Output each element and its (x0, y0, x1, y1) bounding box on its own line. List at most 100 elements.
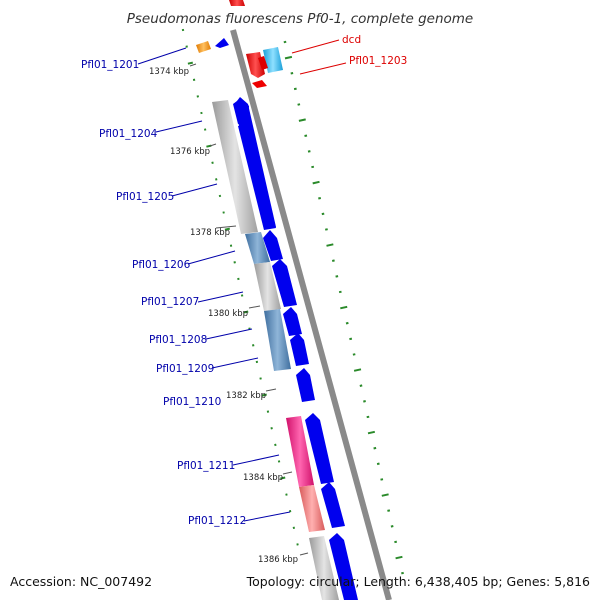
gc-skew-dash (243, 310, 249, 314)
connector-1207 (197, 291, 244, 303)
position-label-1382: 1382 kbp (226, 391, 266, 401)
gc-skew-dash (312, 180, 320, 185)
feature-track (196, 41, 339, 600)
feature-band-1207 (254, 262, 281, 311)
gc-skew-dash (338, 290, 342, 294)
gene-arrow-next (329, 533, 358, 600)
tick-1386 (299, 552, 309, 556)
gene-arrow-1201 (215, 38, 229, 48)
gene-label-pfl01-1209: Pfl01_1209 (156, 363, 214, 375)
genome-summary: Topology: circular; Length: 6,438,405 bp… (246, 574, 590, 589)
feature-band-1206 (245, 232, 270, 264)
position-label-1378: 1378 kbp (190, 228, 230, 238)
feature-band-next (309, 536, 339, 600)
position-label-1374: 1374 kbp (149, 67, 189, 77)
feature-band-1201 (196, 41, 211, 53)
position-label-1386: 1386 kbp (258, 555, 298, 565)
tick-1382 (265, 388, 277, 392)
gc-skew-dash (380, 478, 384, 481)
gene-label-pfl01-1206: Pfl01_1206 (132, 259, 191, 271)
gene-arrows (215, 38, 358, 600)
gc-skew-dash (290, 72, 294, 75)
connector-1211 (232, 454, 280, 466)
gc-skew-dash (307, 150, 311, 153)
feature-band-1211 (286, 416, 314, 487)
gc-skew-dash (283, 40, 287, 44)
gene-arrow-1207 (272, 259, 297, 307)
gc-skew-dash (284, 55, 293, 60)
label-connectors (137, 39, 347, 522)
gene-label-pfl01-1212: Pfl01_1212 (188, 515, 246, 527)
connector-dcd (291, 39, 340, 54)
tick-1374 (189, 63, 197, 67)
feature-band-1208-1209 (264, 309, 291, 371)
gc-skew-dash (387, 509, 391, 512)
gene-arrow-1212 (321, 482, 345, 528)
connector-1209 (211, 357, 259, 369)
connector-1205 (171, 183, 218, 197)
tick-1376 (209, 143, 217, 147)
gene-label-pfl01-1211: Pfl01_1211 (177, 460, 235, 472)
gc-skew-dash (394, 540, 398, 544)
connector-1208 (205, 328, 253, 340)
gene-label-pfl01-1203: Pfl01_1203 (349, 55, 407, 67)
gc-skew-dash (298, 118, 306, 122)
gc-skew-dash (218, 194, 222, 198)
gc-skew-dash (331, 259, 335, 262)
gene-arrow-1206 (263, 230, 283, 261)
gene-arrow-1209 (290, 333, 309, 366)
gc-skew-dash (203, 128, 207, 131)
rna-small (252, 80, 267, 88)
gc-skew-dash (274, 443, 277, 447)
connector-1201 (137, 47, 187, 65)
gc-skew-track (181, 28, 404, 575)
gc-skew-dash (326, 243, 334, 247)
gc-skew-dash (363, 400, 366, 403)
gc-skew-dash (381, 493, 389, 497)
gc-skew-dash (340, 305, 348, 310)
gc-skew-dash (318, 197, 321, 200)
genome-backbone (230, 29, 392, 600)
gene-label-pfl01-1205: Pfl01_1205 (116, 191, 174, 203)
gene-arrow-1208 (283, 307, 302, 336)
gc-skew-dash (266, 410, 270, 413)
gc-skew-dash (297, 103, 301, 106)
gc-skew-dash (215, 178, 218, 181)
gc-skew-dash (352, 353, 356, 356)
position-label-1380: 1380 kbp (208, 309, 248, 319)
gene-label-pfl01-1210: Pfl01_1210 (163, 396, 221, 408)
tick-1384 (282, 471, 293, 475)
gc-skew-dash (390, 525, 394, 528)
gc-skew-dash (367, 430, 376, 435)
gc-skew-dash (224, 227, 231, 231)
gc-skew-dash (345, 321, 349, 325)
position-label-1384: 1384 kbp (243, 473, 283, 483)
gc-skew-dash (335, 275, 339, 278)
tick-1380 (248, 305, 261, 309)
gene-labels: Pfl01_1201 dcd Pfl01_1203 Pfl01_1204 Pfl… (81, 34, 407, 527)
gc-skew-dash (373, 446, 377, 450)
gc-skew-dash (277, 460, 281, 463)
feature-band-1212 (299, 485, 325, 532)
position-label-1376: 1376 kbp (170, 147, 210, 157)
gene-label-dcd: dcd (342, 34, 361, 46)
gene-arrow-1205 (238, 123, 276, 230)
gc-skew-dash (293, 87, 297, 91)
gene-label-pfl01-1201: Pfl01_1201 (81, 59, 139, 71)
gc-skew-dash (325, 228, 328, 231)
gc-skew-dash (321, 212, 325, 216)
connector-1206 (187, 250, 236, 265)
connector-1204 (155, 120, 203, 133)
gene-arrow-1211 (305, 413, 334, 484)
rna-1203 (263, 47, 283, 73)
connector-1203 (299, 62, 347, 75)
gc-skew-dash (304, 134, 308, 137)
gene-label-pfl01-1208: Pfl01_1208 (149, 334, 207, 346)
connector-1212 (243, 511, 291, 522)
rna-features (246, 47, 283, 88)
tick-1378 (215, 225, 237, 229)
gc-skew-dash (395, 555, 403, 560)
gc-skew-dash (353, 368, 362, 372)
map-title: Pseudomonas fluorescens Pf0-1, complete … (127, 11, 474, 27)
